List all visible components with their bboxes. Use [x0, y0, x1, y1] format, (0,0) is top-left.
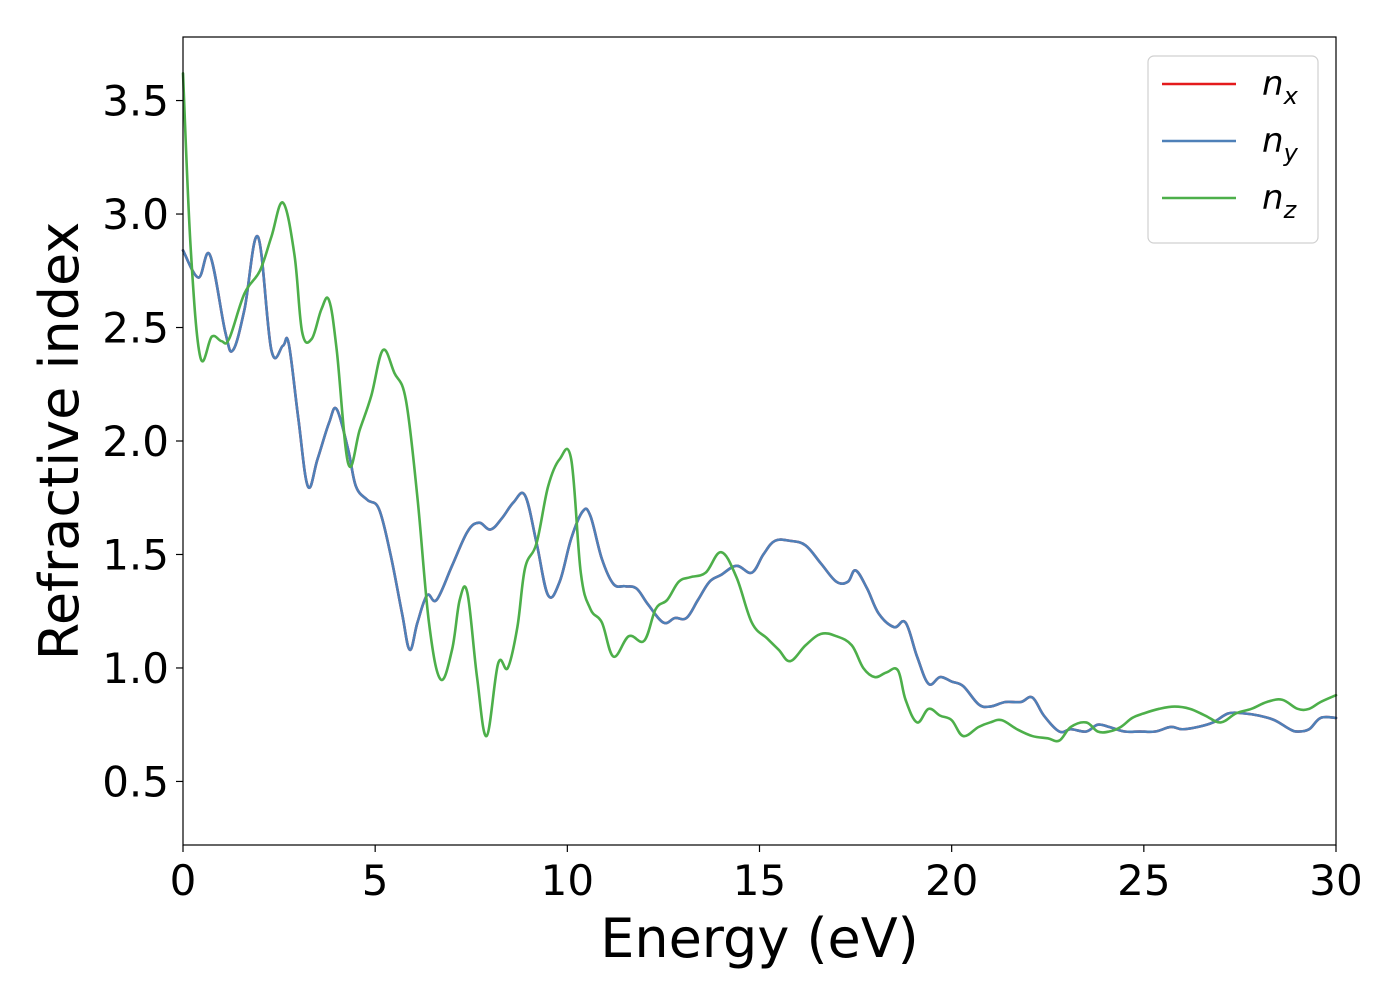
y-tick-label: 3.5: [102, 77, 169, 126]
series-line-z: [181, 72, 1338, 743]
y-axis-title: Refractive index: [28, 222, 91, 661]
x-tick-label: 10: [541, 856, 594, 905]
x-tick-label: 30: [1309, 856, 1362, 905]
x-axis-title: Energy (eV): [600, 907, 919, 970]
x-tick-label: 5: [362, 856, 389, 905]
x-tick-label: 15: [733, 856, 786, 905]
y-tick-label: 0.5: [102, 757, 169, 806]
y-tick-label: 2.0: [102, 417, 169, 466]
plot-area: [183, 37, 1336, 845]
series-line-y: [181, 235, 1338, 734]
legend-box: [1147, 55, 1319, 244]
x-tick-label: 0: [170, 856, 197, 905]
y-tick-label: 1.0: [102, 644, 169, 693]
series-layer: [181, 72, 1338, 743]
x-tick-label: 25: [1117, 856, 1170, 905]
y-tick-label: 1.5: [102, 530, 169, 579]
legend: nx ny nz: [1147, 55, 1319, 244]
legend-label-y: ny: [1262, 121, 1299, 167]
y-tick-label: 2.5: [102, 304, 169, 353]
x-axis: 0 5 10 15 20 25 30: [170, 845, 1363, 905]
y-tick-label: 3.0: [102, 190, 169, 239]
legend-label-z: nz: [1262, 178, 1298, 224]
x-tick-label: 20: [925, 856, 978, 905]
y-axis: 0.5 1.0 1.5 2.0 2.5 3.0 3.5: [102, 77, 183, 806]
legend-label-x: nx: [1262, 64, 1299, 110]
